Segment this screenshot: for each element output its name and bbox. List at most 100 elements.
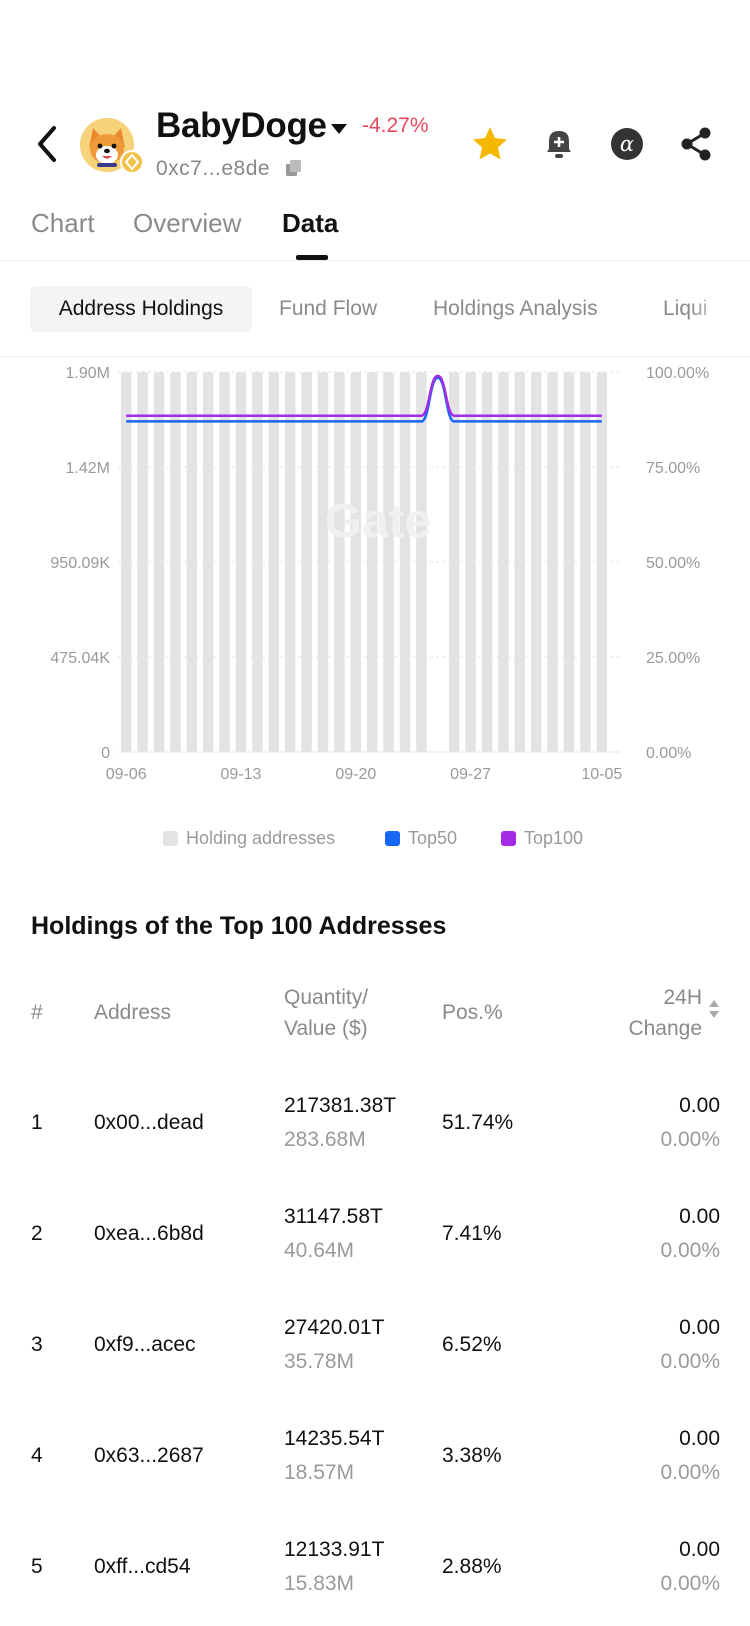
row-change: 0.00 xyxy=(679,1094,720,1117)
right-tick-label: 0.00% xyxy=(646,745,691,762)
row-quantity: 12133.91T xyxy=(284,1538,385,1561)
price-alert-bell-icon[interactable] xyxy=(539,124,579,164)
token-name[interactable]: BabyDoge xyxy=(156,106,327,145)
legend-label: Top100 xyxy=(524,828,584,848)
row-rank: 1 xyxy=(31,1111,43,1134)
row-change: 0.00 xyxy=(679,1316,720,1339)
row-address[interactable]: 0xff...cd54 xyxy=(94,1555,191,1578)
row-change: 0.00 xyxy=(679,1427,720,1450)
bar-09-17 xyxy=(301,372,312,752)
row-change-pct: 0.00% xyxy=(660,1128,720,1151)
col-quantity-line1: Quantity/ xyxy=(284,986,369,1009)
row-address[interactable]: 0x63...2687 xyxy=(94,1444,204,1467)
chain-badge-icon xyxy=(120,150,144,174)
bar-09-26 xyxy=(448,372,460,752)
line-top50 xyxy=(126,376,602,423)
col-rank-header: # xyxy=(31,1001,43,1024)
share-icon[interactable] xyxy=(676,124,716,164)
bar-09-23 xyxy=(399,372,411,752)
x-tick-label: 09-20 xyxy=(335,766,376,783)
tab-overview[interactable]: Overview xyxy=(133,208,242,238)
row-address[interactable]: 0x00...dead xyxy=(94,1111,204,1134)
left-tick-label: 475.04K xyxy=(50,650,110,667)
row-quantity: 31147.58T xyxy=(284,1205,383,1228)
bar-09-13 xyxy=(235,372,247,752)
col-change-header[interactable]: 24H Change xyxy=(580,982,702,1044)
right-tick-label: 75.00% xyxy=(646,460,700,477)
row-value: 40.64M xyxy=(284,1239,355,1262)
left-tick-label: 0 xyxy=(101,745,110,762)
contract-address: 0xc7...e8de xyxy=(156,157,271,180)
row-change-pct: 0.00% xyxy=(660,1461,720,1484)
legend-swatch xyxy=(163,831,178,846)
row-pos: 6.52% xyxy=(442,1333,502,1356)
bar-09-12 xyxy=(219,372,230,752)
bar-09-11 xyxy=(202,372,214,752)
bar-09-29 xyxy=(498,372,509,752)
col-change-line1: 24H xyxy=(663,986,702,1009)
copy-icon[interactable] xyxy=(284,158,304,178)
active-tab-indicator xyxy=(296,255,328,260)
bar-09-06 xyxy=(120,372,132,752)
svg-text:α: α xyxy=(620,132,634,156)
bar-10-02 xyxy=(547,372,558,752)
holdings-chart[interactable]: Gate 0 475.04K 950.09K 1.42M 1.90M 0.00% 25.0… xyxy=(0,356,750,796)
bar-10-05 xyxy=(596,372,608,752)
row-pos: 51.74% xyxy=(442,1111,514,1134)
row-rank: 5 xyxy=(31,1555,43,1578)
chart-bars xyxy=(120,372,608,752)
row-rank: 3 xyxy=(31,1333,43,1356)
bar-09-15 xyxy=(268,372,280,752)
table-row[interactable]: 2 0xea...6b8d 31147.58T 40.64M 7.41% 0.0… xyxy=(0,1186,750,1276)
row-quantity: 27420.01T xyxy=(284,1316,385,1339)
back-arrow-icon[interactable] xyxy=(30,122,64,166)
bar-09-30 xyxy=(514,372,526,752)
subtab-fund-flow[interactable]: Fund Flow xyxy=(279,297,378,320)
row-change: 0.00 xyxy=(679,1538,720,1561)
chart-lines xyxy=(126,374,602,423)
table-row[interactable]: 4 0x63...2687 14235.54T 18.57M 3.38% 0.0… xyxy=(0,1408,750,1498)
table-row[interactable]: 1 0x00...dead 217381.38T 283.68M 51.74% … xyxy=(0,1075,750,1165)
bar-09-27 xyxy=(465,372,476,752)
row-value: 15.83M xyxy=(284,1572,355,1595)
tab-data[interactable]: Data xyxy=(282,208,339,238)
right-tick-label: 50.00% xyxy=(646,555,700,572)
caret-down-icon[interactable] xyxy=(330,122,348,136)
tabs-divider xyxy=(0,260,750,261)
row-quantity: 14235.54T xyxy=(284,1427,385,1450)
col-change-line2: Change xyxy=(628,1017,702,1040)
legend-swatch xyxy=(501,831,516,846)
bar-09-18 xyxy=(317,372,329,752)
row-pos: 2.88% xyxy=(442,1555,502,1578)
holdings-title: Holdings of the Top 100 Addresses xyxy=(31,912,447,940)
row-change: 0.00 xyxy=(679,1205,720,1228)
left-axis-ticks: 0 475.04K 950.09K 1.42M 1.90M xyxy=(50,365,110,762)
bar-10-03 xyxy=(563,372,575,752)
tab-chart[interactable]: Chart xyxy=(31,208,95,238)
bar-09-28 xyxy=(481,372,493,752)
favorite-star-icon[interactable] xyxy=(470,124,510,164)
sort-icon[interactable] xyxy=(708,998,720,1020)
table-row[interactable]: 5 0xff...cd54 12133.91T 15.83M 2.88% 0.0… xyxy=(0,1519,750,1609)
row-change-pct: 0.00% xyxy=(660,1350,720,1373)
row-address[interactable]: 0xea...6b8d xyxy=(94,1222,204,1245)
bar-09-20 xyxy=(350,372,362,752)
legend-top50[interactable]: Top50 xyxy=(385,826,457,850)
left-tick-label: 1.42M xyxy=(66,460,110,477)
x-tick-label: 09-13 xyxy=(221,766,262,783)
line-top100 xyxy=(126,374,602,417)
col-quantity-header: Quantity/ Value ($) xyxy=(284,982,368,1044)
table-row[interactable]: 3 0xf9...acec 27420.01T 35.78M 6.52% 0.0… xyxy=(0,1297,750,1387)
subtab-address-holdings[interactable]: Address Holdings xyxy=(30,286,252,332)
x-tick-label: 10-05 xyxy=(581,766,622,783)
subtab-holdings-analysis[interactable]: Holdings Analysis xyxy=(433,297,598,320)
bar-09-16 xyxy=(284,372,296,752)
col-pos-header: Pos.% xyxy=(442,1001,503,1024)
legend-top100[interactable]: Top100 xyxy=(501,826,583,850)
alpha-icon[interactable]: α xyxy=(607,124,647,164)
left-tick-label: 1.90M xyxy=(66,365,110,382)
row-address[interactable]: 0xf9...acec xyxy=(94,1333,196,1356)
legend-holding-addresses[interactable]: Holding addresses xyxy=(163,826,335,850)
legend-swatch xyxy=(385,831,400,846)
bar-09-14 xyxy=(252,372,263,752)
